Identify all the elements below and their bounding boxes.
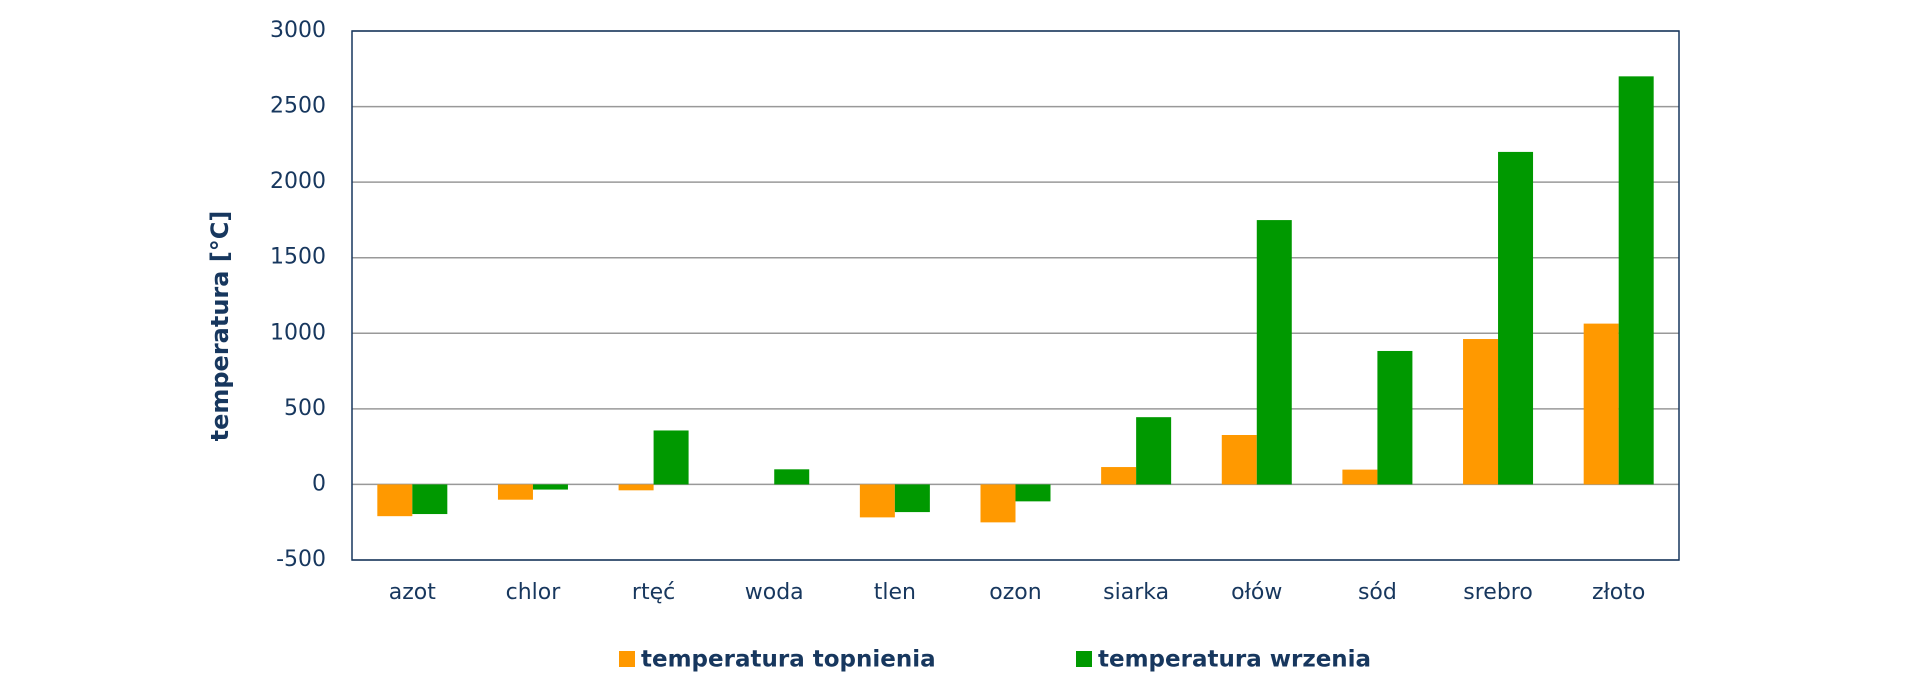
- bar: [980, 484, 1016, 523]
- legend-text: temperatura wrzenia: [1098, 647, 1371, 673]
- y-tick-label: 0: [312, 471, 326, 496]
- bar: [497, 484, 533, 500]
- bar: [1221, 435, 1257, 485]
- x-tick-label: złoto: [1592, 580, 1645, 605]
- bar: [653, 430, 689, 485]
- y-tick-label: -500: [276, 547, 326, 572]
- bar: [1583, 323, 1619, 485]
- x-tick-label: azot: [389, 580, 436, 605]
- x-tick-label: sód: [1358, 580, 1397, 605]
- x-tick-label: siarka: [1103, 580, 1169, 605]
- x-tick-label: tlen: [874, 580, 916, 605]
- bar: [894, 484, 930, 513]
- x-tick-label: rtęć: [632, 580, 675, 605]
- bar: [1015, 484, 1051, 502]
- bar: [1463, 339, 1499, 485]
- x-tick-label: chlor: [506, 580, 562, 605]
- bar: [618, 484, 654, 491]
- bar: [859, 484, 895, 518]
- x-tick-label: woda: [745, 580, 804, 605]
- bar: [1101, 467, 1137, 485]
- y-tick-label: 1000: [270, 320, 326, 345]
- bar: [1136, 417, 1172, 485]
- bar: [377, 484, 413, 517]
- legend-swatch: [1076, 651, 1092, 667]
- x-tick-label: ozon: [989, 580, 1041, 605]
- y-tick-label: 2500: [270, 94, 326, 119]
- y-tick-label: 2000: [270, 169, 326, 194]
- bar: [412, 484, 448, 515]
- bar: [1498, 151, 1534, 485]
- bar: [1256, 220, 1292, 485]
- bar: [1377, 350, 1413, 485]
- bar: [1342, 469, 1378, 485]
- x-tick-label: srebro: [1463, 580, 1533, 605]
- bar: [774, 469, 810, 485]
- legend-text: temperatura topnienia: [641, 647, 936, 673]
- plot-border: [351, 30, 1680, 561]
- y-axis-title: temperatura [°C]: [206, 211, 234, 442]
- legend-swatch: [619, 651, 635, 667]
- y-tick-label: 500: [284, 396, 326, 421]
- x-tick-label: ołów: [1231, 580, 1282, 605]
- y-tick-label: 1500: [270, 245, 326, 270]
- bar: [1618, 76, 1654, 485]
- bar: [532, 484, 568, 490]
- y-tick-label: 3000: [270, 18, 326, 43]
